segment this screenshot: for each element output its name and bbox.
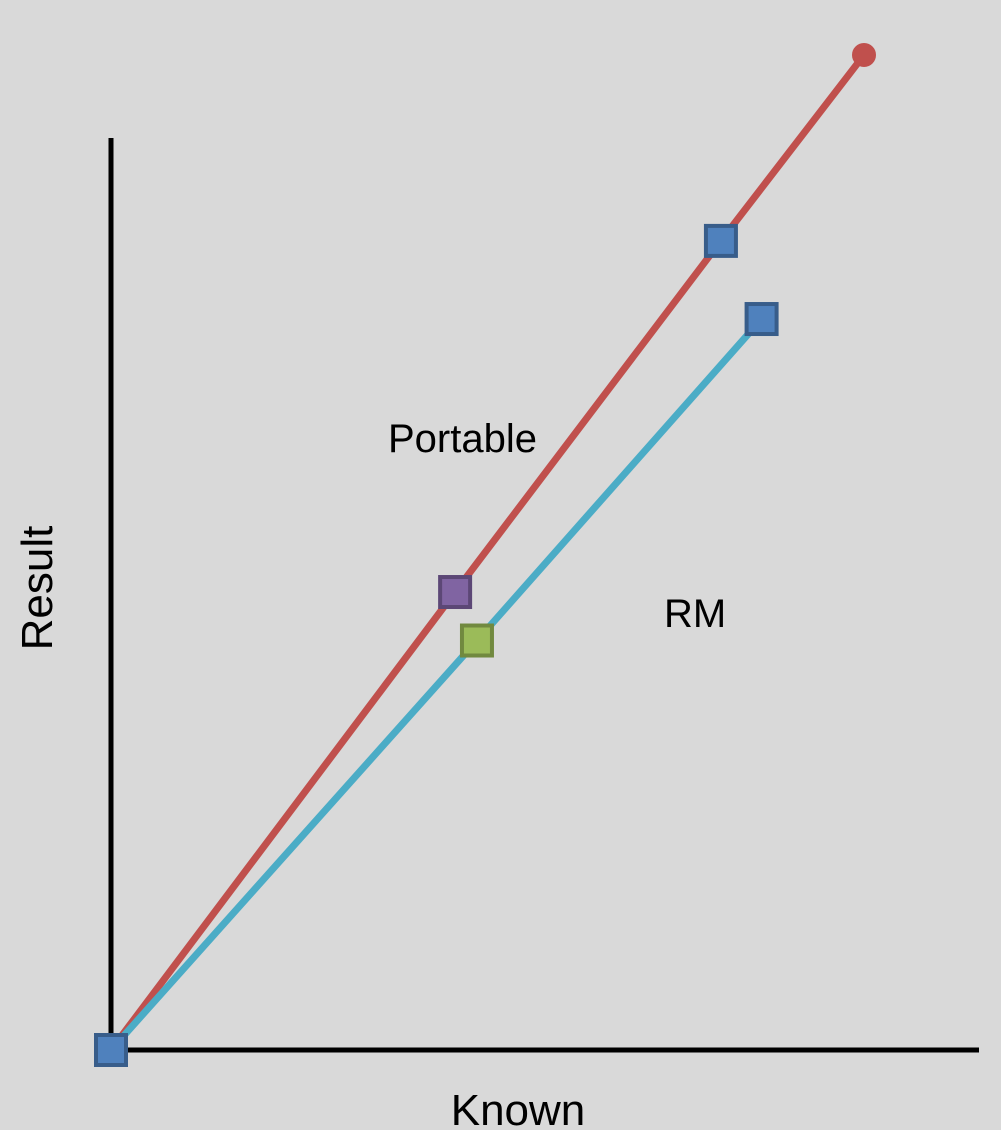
rm-end-marker	[744, 302, 779, 337]
annotation-portable: Portable	[388, 417, 537, 461]
markers-layer	[94, 43, 876, 1067]
portable-mid-marker	[438, 575, 473, 610]
portable-end-marker	[703, 223, 738, 258]
annotation-rm: RM	[664, 592, 726, 636]
x-axis-label: Known	[451, 1086, 586, 1130]
rm-mid-marker	[459, 623, 494, 658]
origin-marker	[94, 1033, 128, 1067]
y-axis-label: Result	[13, 526, 62, 651]
series-line-portable	[108, 52, 867, 1053]
portable-tip-marker	[852, 43, 876, 68]
